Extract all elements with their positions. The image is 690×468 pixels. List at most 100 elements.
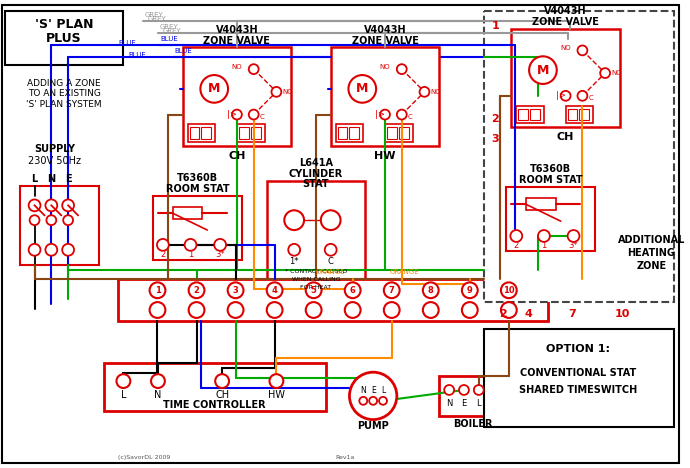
Text: E: E — [462, 399, 466, 408]
Circle shape — [459, 385, 469, 395]
Circle shape — [325, 244, 337, 256]
Text: 2: 2 — [194, 286, 199, 295]
Circle shape — [578, 91, 587, 101]
Text: 3*: 3* — [569, 241, 578, 250]
Bar — [511, 29, 620, 127]
Text: NO: NO — [231, 64, 242, 70]
Text: BLUE: BLUE — [128, 52, 146, 58]
Bar — [266, 181, 365, 294]
Circle shape — [232, 110, 242, 119]
Text: OPTION 1:: OPTION 1: — [546, 344, 611, 353]
Bar — [580, 109, 589, 120]
Circle shape — [462, 302, 477, 318]
Circle shape — [379, 397, 387, 405]
Text: (c)SavorDL 2009: (c)SavorDL 2009 — [119, 454, 171, 460]
Text: 'S' PLAN: 'S' PLAN — [35, 18, 93, 31]
Text: 2: 2 — [513, 241, 519, 250]
Text: T6360B: T6360B — [177, 173, 218, 183]
Bar — [250, 127, 261, 139]
Text: ROOM STAT: ROOM STAT — [166, 183, 229, 194]
Text: C: C — [589, 95, 593, 101]
Text: ZONE VALVE: ZONE VALVE — [351, 36, 418, 45]
Circle shape — [384, 282, 400, 298]
Text: N: N — [48, 174, 55, 184]
Text: T6360B: T6360B — [531, 164, 571, 174]
Bar — [153, 196, 242, 260]
Circle shape — [46, 215, 57, 225]
Circle shape — [345, 282, 361, 298]
Text: ZONE VALVE: ZONE VALVE — [532, 17, 599, 27]
Text: GREY: GREY — [160, 24, 179, 29]
Text: E: E — [65, 174, 72, 184]
Text: GREY: GREY — [148, 16, 167, 22]
Text: BLUE: BLUE — [175, 48, 193, 54]
Text: ORANGE: ORANGE — [316, 270, 346, 276]
Circle shape — [188, 302, 204, 318]
Text: BLUE: BLUE — [119, 40, 136, 46]
Circle shape — [62, 244, 74, 256]
Circle shape — [420, 87, 429, 97]
Text: C: C — [259, 114, 264, 119]
Text: C: C — [408, 114, 413, 119]
Bar — [237, 124, 264, 142]
Text: 10: 10 — [503, 286, 515, 295]
Text: 4: 4 — [524, 309, 532, 319]
Text: 7: 7 — [569, 309, 576, 319]
Text: CONVENTIONAL STAT: CONVENTIONAL STAT — [520, 368, 637, 378]
Text: FOR HEAT: FOR HEAT — [300, 285, 331, 290]
Circle shape — [561, 91, 571, 101]
Text: HW: HW — [374, 151, 396, 161]
Text: Rev1a: Rev1a — [336, 454, 355, 460]
Circle shape — [348, 75, 376, 102]
Circle shape — [349, 372, 397, 420]
Text: PLUS: PLUS — [46, 32, 82, 45]
Text: TIME CONTROLLER: TIME CONTROLLER — [163, 400, 266, 410]
Text: L: L — [32, 174, 38, 184]
Circle shape — [157, 239, 169, 251]
Circle shape — [46, 244, 57, 256]
Text: 3*: 3* — [215, 250, 225, 259]
Circle shape — [28, 244, 41, 256]
Bar — [172, 207, 202, 219]
Circle shape — [578, 45, 587, 55]
Text: 2: 2 — [160, 250, 166, 259]
Bar — [119, 279, 548, 321]
Circle shape — [359, 397, 367, 405]
Circle shape — [200, 75, 228, 102]
Text: HW: HW — [268, 390, 285, 400]
Circle shape — [423, 282, 439, 298]
Circle shape — [369, 397, 377, 405]
Text: NC: NC — [611, 70, 621, 76]
Text: SHARED TIMESWITCH: SHARED TIMESWITCH — [520, 385, 638, 395]
Circle shape — [529, 56, 557, 84]
Circle shape — [150, 302, 166, 318]
Text: NO: NO — [560, 45, 571, 51]
Bar — [104, 363, 326, 411]
Text: 2: 2 — [500, 309, 507, 319]
Circle shape — [185, 239, 197, 251]
Text: NC: NC — [431, 89, 440, 95]
Circle shape — [306, 282, 322, 298]
Text: M: M — [208, 82, 220, 95]
Bar — [440, 376, 506, 416]
Text: M: M — [537, 64, 549, 77]
Text: 1: 1 — [541, 241, 546, 250]
Bar — [566, 106, 593, 124]
Circle shape — [284, 210, 304, 230]
Text: 10: 10 — [614, 309, 629, 319]
Text: ROOM STAT: ROOM STAT — [519, 175, 582, 185]
Circle shape — [267, 302, 282, 318]
Text: 7: 7 — [389, 286, 395, 295]
Text: ZONE VALVE: ZONE VALVE — [204, 36, 270, 45]
Circle shape — [568, 230, 580, 242]
Text: ORANGE: ORANGE — [390, 270, 420, 276]
Bar — [385, 124, 413, 142]
Text: STAT: STAT — [303, 179, 329, 189]
Text: N: N — [155, 390, 161, 400]
Circle shape — [462, 282, 477, 298]
Circle shape — [397, 110, 406, 119]
Text: GREY: GREY — [163, 28, 181, 34]
Bar — [399, 127, 408, 139]
Circle shape — [397, 64, 406, 74]
Circle shape — [511, 230, 522, 242]
